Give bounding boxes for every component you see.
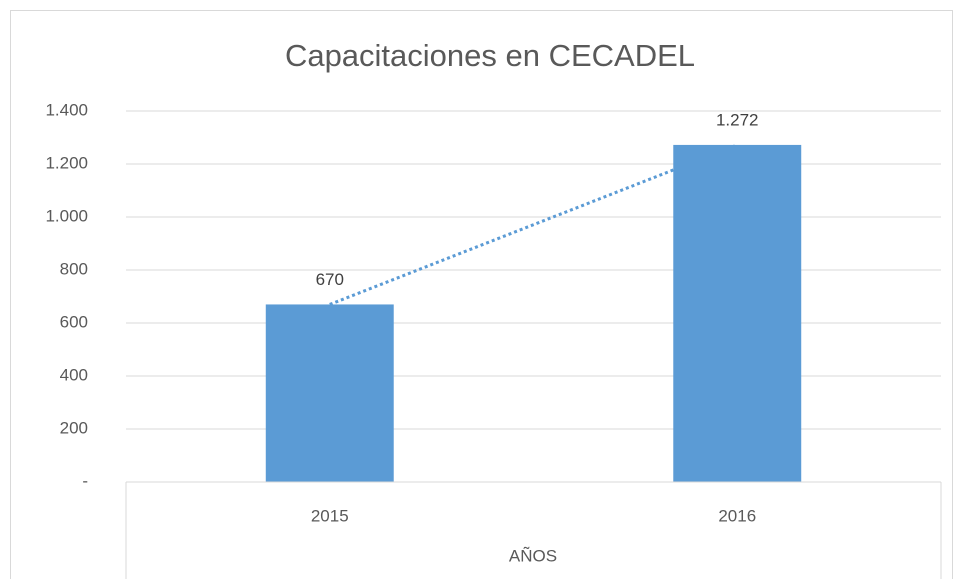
x-tick-label: 2015 [311,506,349,525]
y-tick-label: 1.400 [45,100,88,119]
chart-title: Capacitaciones en CECADEL [285,38,695,73]
y-tick-label: - [82,471,88,490]
data-label: 670 [316,270,344,289]
trendline [329,143,738,306]
y-tick-label: 600 [60,312,88,331]
x-axis-label: AÑOS [509,546,557,565]
chart-border [10,10,953,579]
y-tick-label: 200 [60,418,88,437]
bar [265,304,394,482]
y-tick-label: 1.200 [45,153,88,172]
x-tick-label: 2016 [718,506,756,525]
y-tick-label: 400 [60,365,88,384]
y-tick-label: 800 [60,259,88,278]
bar [673,144,802,483]
data-label: 1.272 [716,110,759,129]
y-tick-label: 1.000 [45,206,88,225]
